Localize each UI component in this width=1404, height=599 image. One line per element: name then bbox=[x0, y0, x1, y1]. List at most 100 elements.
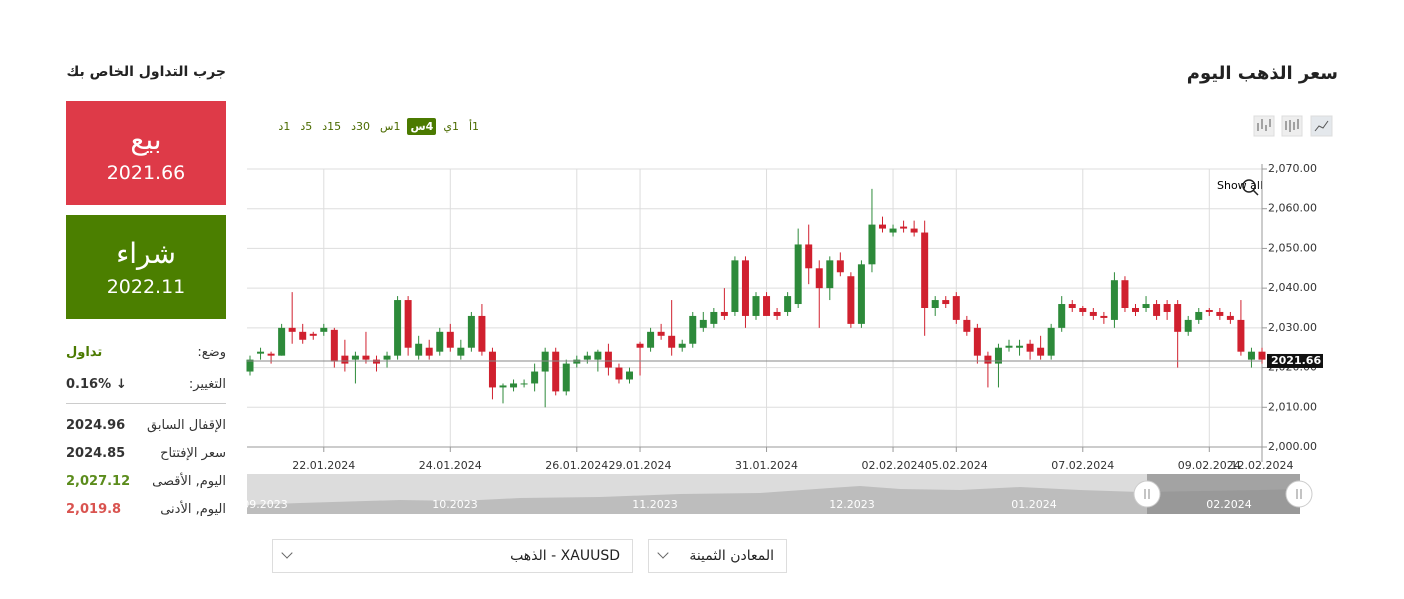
candle-body bbox=[847, 276, 855, 324]
candle-body bbox=[1037, 347, 1045, 356]
row-label: وضع: bbox=[197, 345, 226, 360]
candle-body bbox=[531, 371, 539, 384]
timeframe-button[interactable]: 1د bbox=[278, 120, 291, 133]
y-tick-label: 2,030.00 bbox=[1268, 321, 1317, 334]
candle-body bbox=[857, 264, 865, 324]
x-tick-label: 26.01.2024 bbox=[545, 459, 608, 472]
x-tick-label: 31.01.2024 bbox=[735, 459, 798, 472]
last-price-box bbox=[1267, 353, 1323, 368]
y-tick-label: 2,050.00 bbox=[1268, 241, 1317, 254]
instrument-select[interactable]: XAUUSD - الذهب bbox=[272, 539, 633, 573]
last-price-label: 2021.66 bbox=[1271, 354, 1321, 367]
navigator-area bbox=[247, 486, 1300, 514]
sell-label: بيع bbox=[130, 123, 162, 156]
info-row: التغيير: 0.16% ↓ bbox=[66, 373, 226, 397]
timeframe-button[interactable]: 4س bbox=[407, 118, 437, 135]
candle-body bbox=[415, 343, 423, 356]
candle-body bbox=[815, 268, 823, 289]
candle-body bbox=[910, 228, 918, 233]
candle-body bbox=[868, 224, 876, 265]
candle-body bbox=[763, 296, 771, 316]
candle-body bbox=[615, 367, 623, 380]
candle-body bbox=[889, 228, 897, 233]
panel-title: جرب التداول الخاص بك bbox=[66, 64, 226, 80]
candle-body bbox=[1016, 345, 1024, 348]
candle-body bbox=[826, 260, 834, 289]
y-tick-label: 2,060.00 bbox=[1268, 202, 1317, 215]
candle-body bbox=[1163, 304, 1171, 312]
candle-body bbox=[457, 347, 465, 356]
candle-body bbox=[710, 311, 718, 324]
y-tick-label: 2,010.00 bbox=[1268, 400, 1317, 413]
sell-price: 2021.66 bbox=[106, 162, 186, 184]
candle-body bbox=[1247, 351, 1255, 360]
show-all[interactable]: Show all bbox=[1217, 179, 1263, 192]
info-row: الإقفال السابق 2024.96 bbox=[66, 414, 226, 438]
candle-body bbox=[900, 226, 908, 229]
candle-body bbox=[330, 329, 338, 362]
candle-body bbox=[373, 359, 380, 364]
candle-body bbox=[731, 260, 739, 312]
candle-body bbox=[1258, 351, 1266, 360]
category-select[interactable]: المعادن الثمينة bbox=[648, 539, 787, 573]
select-text: المعادن الثمينة bbox=[689, 548, 774, 564]
candle-body bbox=[583, 355, 591, 360]
candle-body bbox=[1132, 308, 1139, 312]
candle-body bbox=[741, 260, 749, 316]
candle-body bbox=[573, 359, 581, 364]
timeframes: 1أ 1ي 4س 1س 30د 15د 5د 1د bbox=[240, 118, 482, 135]
separator bbox=[66, 403, 226, 404]
candle-body bbox=[773, 311, 781, 316]
candle-body bbox=[604, 351, 612, 368]
timeframe-button[interactable]: 15د bbox=[322, 120, 342, 133]
candle-body bbox=[752, 296, 760, 316]
x-tick-label: 07.02.2024 bbox=[1051, 459, 1114, 472]
candle-body bbox=[299, 331, 307, 340]
timeframe-button[interactable]: 30د bbox=[351, 120, 371, 133]
candle-body bbox=[1205, 309, 1213, 312]
candle-body bbox=[1079, 308, 1087, 312]
candle-body bbox=[1068, 304, 1076, 308]
candle-body bbox=[1174, 304, 1182, 332]
timeframe-button[interactable]: 1أ bbox=[468, 120, 479, 133]
candle-body bbox=[267, 353, 275, 356]
row-value: 2,019.8 bbox=[66, 502, 122, 517]
candle-body bbox=[636, 343, 644, 348]
candle-body bbox=[1026, 343, 1034, 352]
candle-body bbox=[952, 296, 960, 320]
candle-body bbox=[320, 327, 328, 332]
navigator-handle[interactable] bbox=[1133, 480, 1161, 508]
candle-body bbox=[1153, 304, 1161, 316]
timeframe-button[interactable]: 1ي bbox=[443, 120, 459, 133]
candle-body bbox=[1226, 315, 1234, 320]
navigator-label: 11.2023 bbox=[632, 498, 678, 511]
candle-body bbox=[1216, 311, 1224, 316]
candle-body bbox=[784, 296, 792, 312]
x-tick-label: 02.02.2024 bbox=[862, 459, 925, 472]
candle-body bbox=[425, 347, 433, 356]
candle-body bbox=[383, 355, 391, 360]
candle-body bbox=[257, 351, 265, 354]
buy-button[interactable]: شراء 2022.11 bbox=[66, 215, 226, 319]
navigator-handle[interactable] bbox=[1285, 480, 1313, 508]
timeframe-button[interactable]: 1س bbox=[380, 120, 401, 133]
candle-body bbox=[362, 355, 370, 360]
navigator-label: 01.2024 bbox=[1011, 498, 1057, 511]
candle-body bbox=[973, 327, 981, 356]
candle-body bbox=[1005, 345, 1013, 348]
candle-body bbox=[309, 333, 317, 336]
candle-body bbox=[1058, 304, 1066, 328]
candle-body bbox=[1237, 319, 1245, 352]
candle-body bbox=[278, 327, 286, 356]
candle-body bbox=[467, 315, 475, 348]
candle-body bbox=[657, 331, 665, 336]
navigator: 09.2023 10.2023 11.2023 12.2023 01.2024 02.20… bbox=[242, 474, 1313, 514]
buy-price: 2022.11 bbox=[106, 276, 186, 298]
sell-button[interactable]: بيع 2021.66 bbox=[66, 101, 226, 205]
timeframe-button[interactable]: 5د bbox=[300, 120, 313, 133]
select-text: XAUUSD - الذهب bbox=[510, 548, 620, 564]
row-label: اليوم, الأدنى bbox=[160, 502, 226, 517]
candle-body bbox=[1110, 280, 1118, 320]
row-label: الإقفال السابق bbox=[147, 418, 226, 433]
